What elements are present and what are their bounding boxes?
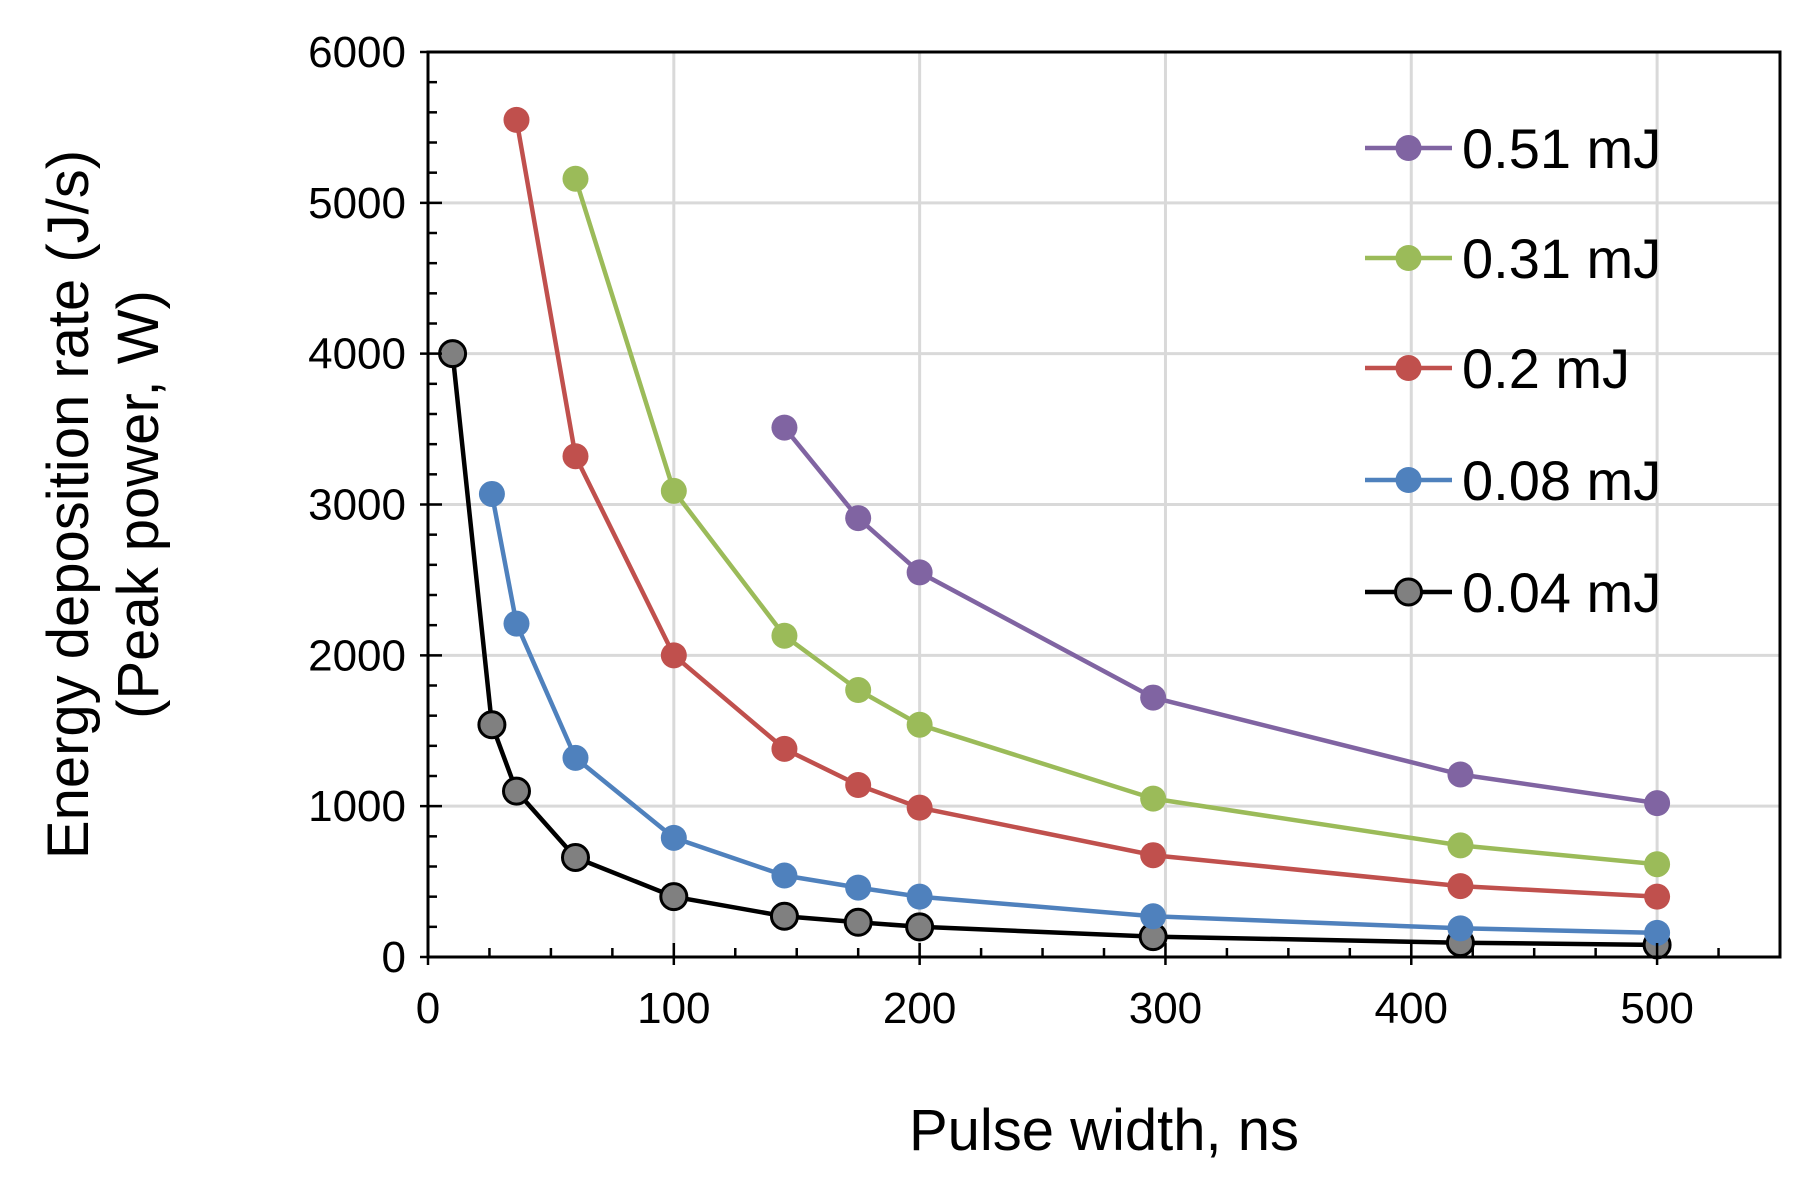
series	[438, 339, 1672, 960]
data-point	[1140, 785, 1167, 812]
data-point	[1447, 832, 1474, 859]
x-tick-label: 300	[1129, 984, 1202, 1033]
legend-label: 0.31 mJ	[1462, 227, 1661, 290]
data-point	[771, 735, 798, 762]
series	[478, 480, 1671, 946]
legend-entry: 0.08 mJ	[1365, 449, 1661, 512]
data-point	[1644, 790, 1671, 817]
y-axis-title-line1: Energy deposition rate (J/s)	[36, 150, 101, 859]
data-point	[905, 912, 935, 942]
series	[503, 106, 1671, 910]
legend-label: 0.04 mJ	[1462, 561, 1661, 624]
series	[771, 414, 1671, 817]
legend-marker	[1395, 355, 1422, 381]
data-point	[1447, 915, 1474, 942]
data-point	[1644, 851, 1671, 878]
legend-entry: 0.51 mJ	[1365, 117, 1661, 180]
series-line	[782, 426, 1658, 806]
legend-entry: 0.04 mJ	[1365, 561, 1661, 624]
data-point	[503, 106, 530, 133]
series-line	[450, 353, 1658, 948]
data-point	[1447, 873, 1474, 900]
legend-label: 0.2 mJ	[1462, 337, 1630, 400]
y-tick-label: 3000	[308, 481, 406, 530]
data-point	[845, 677, 872, 704]
legend-entry: 0.31 mJ	[1365, 227, 1661, 290]
y-tick-label: 4000	[308, 330, 406, 379]
data-point	[771, 414, 798, 441]
y-tick-label: 1000	[308, 782, 406, 831]
data-point	[501, 776, 531, 806]
data-point	[1140, 903, 1167, 930]
y-tick-label: 6000	[308, 28, 406, 77]
data-point	[660, 824, 687, 851]
data-point	[1644, 883, 1671, 910]
data-point	[660, 477, 687, 504]
y-axis-title-line2: (Peak power, W)	[106, 290, 171, 719]
legend: 0.51 mJ 0.31 mJ 0.2 mJ 0.08 mJ 0.04 mJ	[1365, 117, 1661, 624]
data-point	[843, 907, 873, 937]
data-point	[771, 862, 798, 889]
data-point	[562, 165, 589, 192]
x-tick-label: 0	[416, 984, 440, 1033]
data-point	[659, 882, 689, 912]
data-point	[1447, 761, 1474, 788]
series-line	[573, 178, 1658, 867]
data-point	[477, 710, 507, 740]
data-point	[1140, 684, 1167, 711]
ticks: 0 100 200 300 400 500010002000300040005000600…	[308, 28, 1782, 1033]
data-point	[845, 874, 872, 901]
data-point	[562, 744, 589, 771]
legend-marker	[1395, 135, 1422, 161]
legend-label: 0.51 mJ	[1462, 117, 1661, 180]
data-point	[562, 443, 589, 470]
y-tick-label: 0	[382, 933, 406, 982]
y-axis-title: Energy deposition rate (J/s) (Peak power…	[36, 150, 171, 859]
x-tick-label: 500	[1620, 984, 1693, 1033]
legend-label: 0.08 mJ	[1462, 449, 1661, 512]
data-point	[769, 901, 799, 931]
data-point	[438, 339, 468, 369]
series-line	[489, 493, 1658, 936]
y-tick-label: 5000	[308, 179, 406, 228]
x-tick-label: 400	[1375, 984, 1448, 1033]
x-axis-title: Pulse width, ns	[909, 1098, 1299, 1163]
data-point	[1140, 842, 1167, 869]
x-tick-label: 100	[637, 984, 710, 1033]
data-point	[478, 480, 505, 507]
data-point	[1644, 919, 1671, 946]
legend-marker	[1395, 467, 1422, 493]
data-point	[503, 610, 530, 637]
y-tick-label: 2000	[308, 631, 406, 680]
data-point	[906, 794, 933, 821]
data-point	[560, 842, 590, 872]
legend-entry: 0.2 mJ	[1365, 337, 1630, 400]
series	[562, 165, 1671, 878]
series-layer	[438, 106, 1672, 960]
data-point	[845, 505, 872, 532]
x-tick-label: 200	[883, 984, 956, 1033]
legend-marker	[1394, 577, 1423, 607]
data-point	[906, 711, 933, 738]
data-point	[906, 883, 933, 910]
data-point	[906, 559, 933, 586]
data-point	[845, 772, 872, 799]
data-point	[660, 642, 687, 669]
data-point	[771, 622, 798, 649]
legend-marker	[1395, 245, 1422, 271]
